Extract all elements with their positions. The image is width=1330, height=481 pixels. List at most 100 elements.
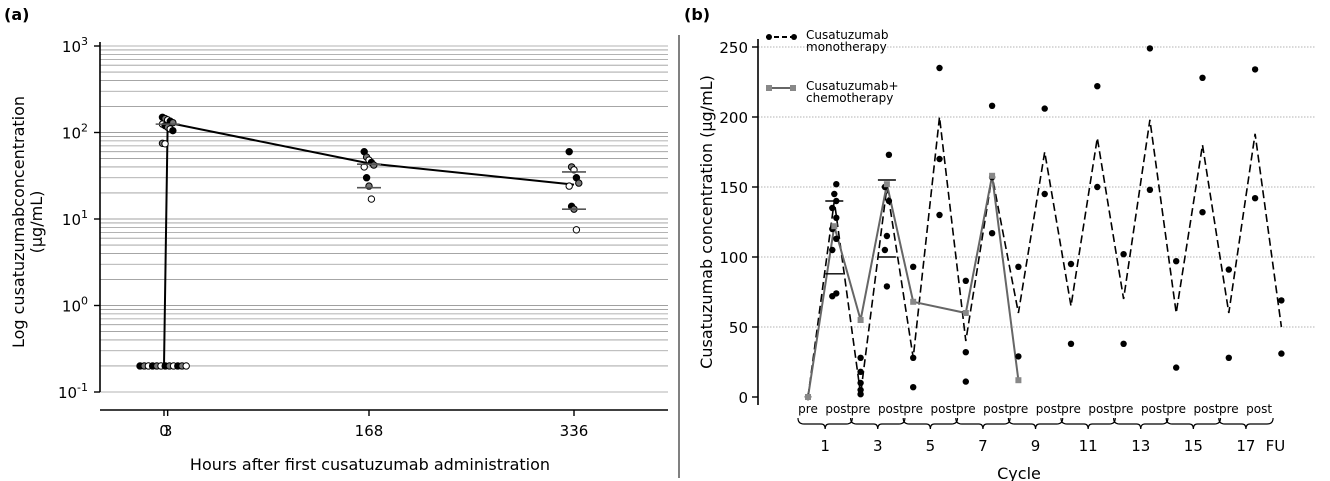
panel-b-legend: Cusatuzumab monotherapy Cusatuzumab+ che… [766,28,902,105]
data-point [1094,183,1101,191]
chemo-point [857,317,864,323]
y-tick-label: 10-1 [58,381,88,402]
panel-label-b: (b) [684,5,710,24]
data-point [881,246,889,254]
panel-a-y-label-line2: (µg/mL) [27,191,46,254]
y-tick-exponent: 2 [81,122,88,135]
data-point [962,378,969,385]
data-point [565,147,573,156]
pre-label: pre [903,402,923,416]
legend-chemo-label: Cusatuzumab+ chemotherapy [806,79,902,105]
post-label: post [1194,402,1220,416]
y-tick-label: 150 [719,179,748,197]
chemo-point [1015,377,1022,384]
data-point [857,354,864,361]
legend-chemo-label-line1: Cusatuzumab+ [806,79,899,93]
data-point [1199,74,1206,82]
data-point [988,230,996,237]
chemo-point [883,181,890,188]
x-tick-label: 168 [355,422,384,440]
chemo-point [910,298,917,305]
data-point [833,181,840,188]
x-tick-label: 0 [159,422,169,440]
data-point [169,126,177,135]
data-point [883,283,891,290]
cycle-label: 5 [926,437,936,455]
data-point [936,64,943,72]
data-point [367,195,376,203]
panel-a-x-label: Hours after first cusatuzumab administra… [190,455,550,474]
legend-chemo-marker [790,85,796,91]
data-point [161,140,169,148]
post-label: post [825,402,851,416]
post-label: post [1246,402,1272,416]
y-tick-exponent: -1 [77,381,88,394]
y-tick-base: 10 [62,38,81,56]
data-point [885,151,893,158]
post-label: post [1088,402,1114,416]
pre-label: pre [956,402,976,416]
panel-b-x-label: Cycle [997,464,1041,481]
y-tick-base: 10 [62,125,81,143]
data-point [370,161,378,169]
data-point [829,246,836,254]
data-point [857,379,864,387]
panel-a-data [136,113,586,370]
cycle-label: FU [1266,437,1286,455]
data-point [910,263,917,270]
panel-a-y-label-line1: Log cusatuzumabconcentration [9,96,28,348]
y-tick-label: 102 [62,122,88,143]
y-tick-label: 200 [719,109,748,127]
legend-mono-marker [766,34,772,40]
data-point [962,349,969,356]
data-point [1094,83,1101,90]
y-tick-label: 100 [719,249,748,267]
data-point [1173,258,1180,265]
cycle-label: 13 [1131,437,1150,455]
panel-label-a: (a) [4,5,29,24]
data-point [1120,340,1127,347]
legend-mono-marker [791,34,797,40]
cycle-brace [797,417,853,430]
cycle-label: 9 [1031,437,1041,455]
data-point [362,174,371,182]
data-point [182,362,190,370]
pre-label: pre [1166,402,1186,416]
data-point [1015,263,1022,270]
y-tick-label: 103 [62,35,88,56]
y-tick-base: 10 [62,298,81,316]
data-point [1067,340,1075,347]
data-point [1067,260,1075,268]
legend-mono-label: Cusatuzumab monotherapy [806,28,892,54]
data-point [829,204,836,212]
data-point [1251,195,1259,202]
y-tick-label: 50 [729,319,748,337]
pre-label: pre [851,402,871,416]
series-chemo-line [807,175,1020,398]
y-tick-exponent: 1 [81,208,88,221]
data-point [857,391,864,398]
cycle-brace [1007,417,1064,430]
cycle-brace [955,417,1011,430]
data-point [962,277,969,284]
cycle-label: 11 [1079,437,1098,455]
mean-line [163,121,575,366]
y-tick-label: 101 [62,208,88,229]
data-point [829,293,836,300]
data-point [831,190,838,198]
y-tick-exponent: 3 [81,35,88,48]
pre-label: pre [798,402,818,416]
y-tick-label: 100 [62,295,88,316]
cycle-brace [1218,417,1274,430]
legend-chemo-label-line2: chemotherapy [806,91,893,105]
data-point [885,197,893,205]
chemo-point [962,310,969,316]
post-label: post [1036,402,1062,416]
data-point [1015,353,1022,360]
cycle-label: 17 [1236,437,1255,455]
data-point [565,182,573,190]
legend-mono-label-line1: Cusatuzumab [806,28,888,42]
